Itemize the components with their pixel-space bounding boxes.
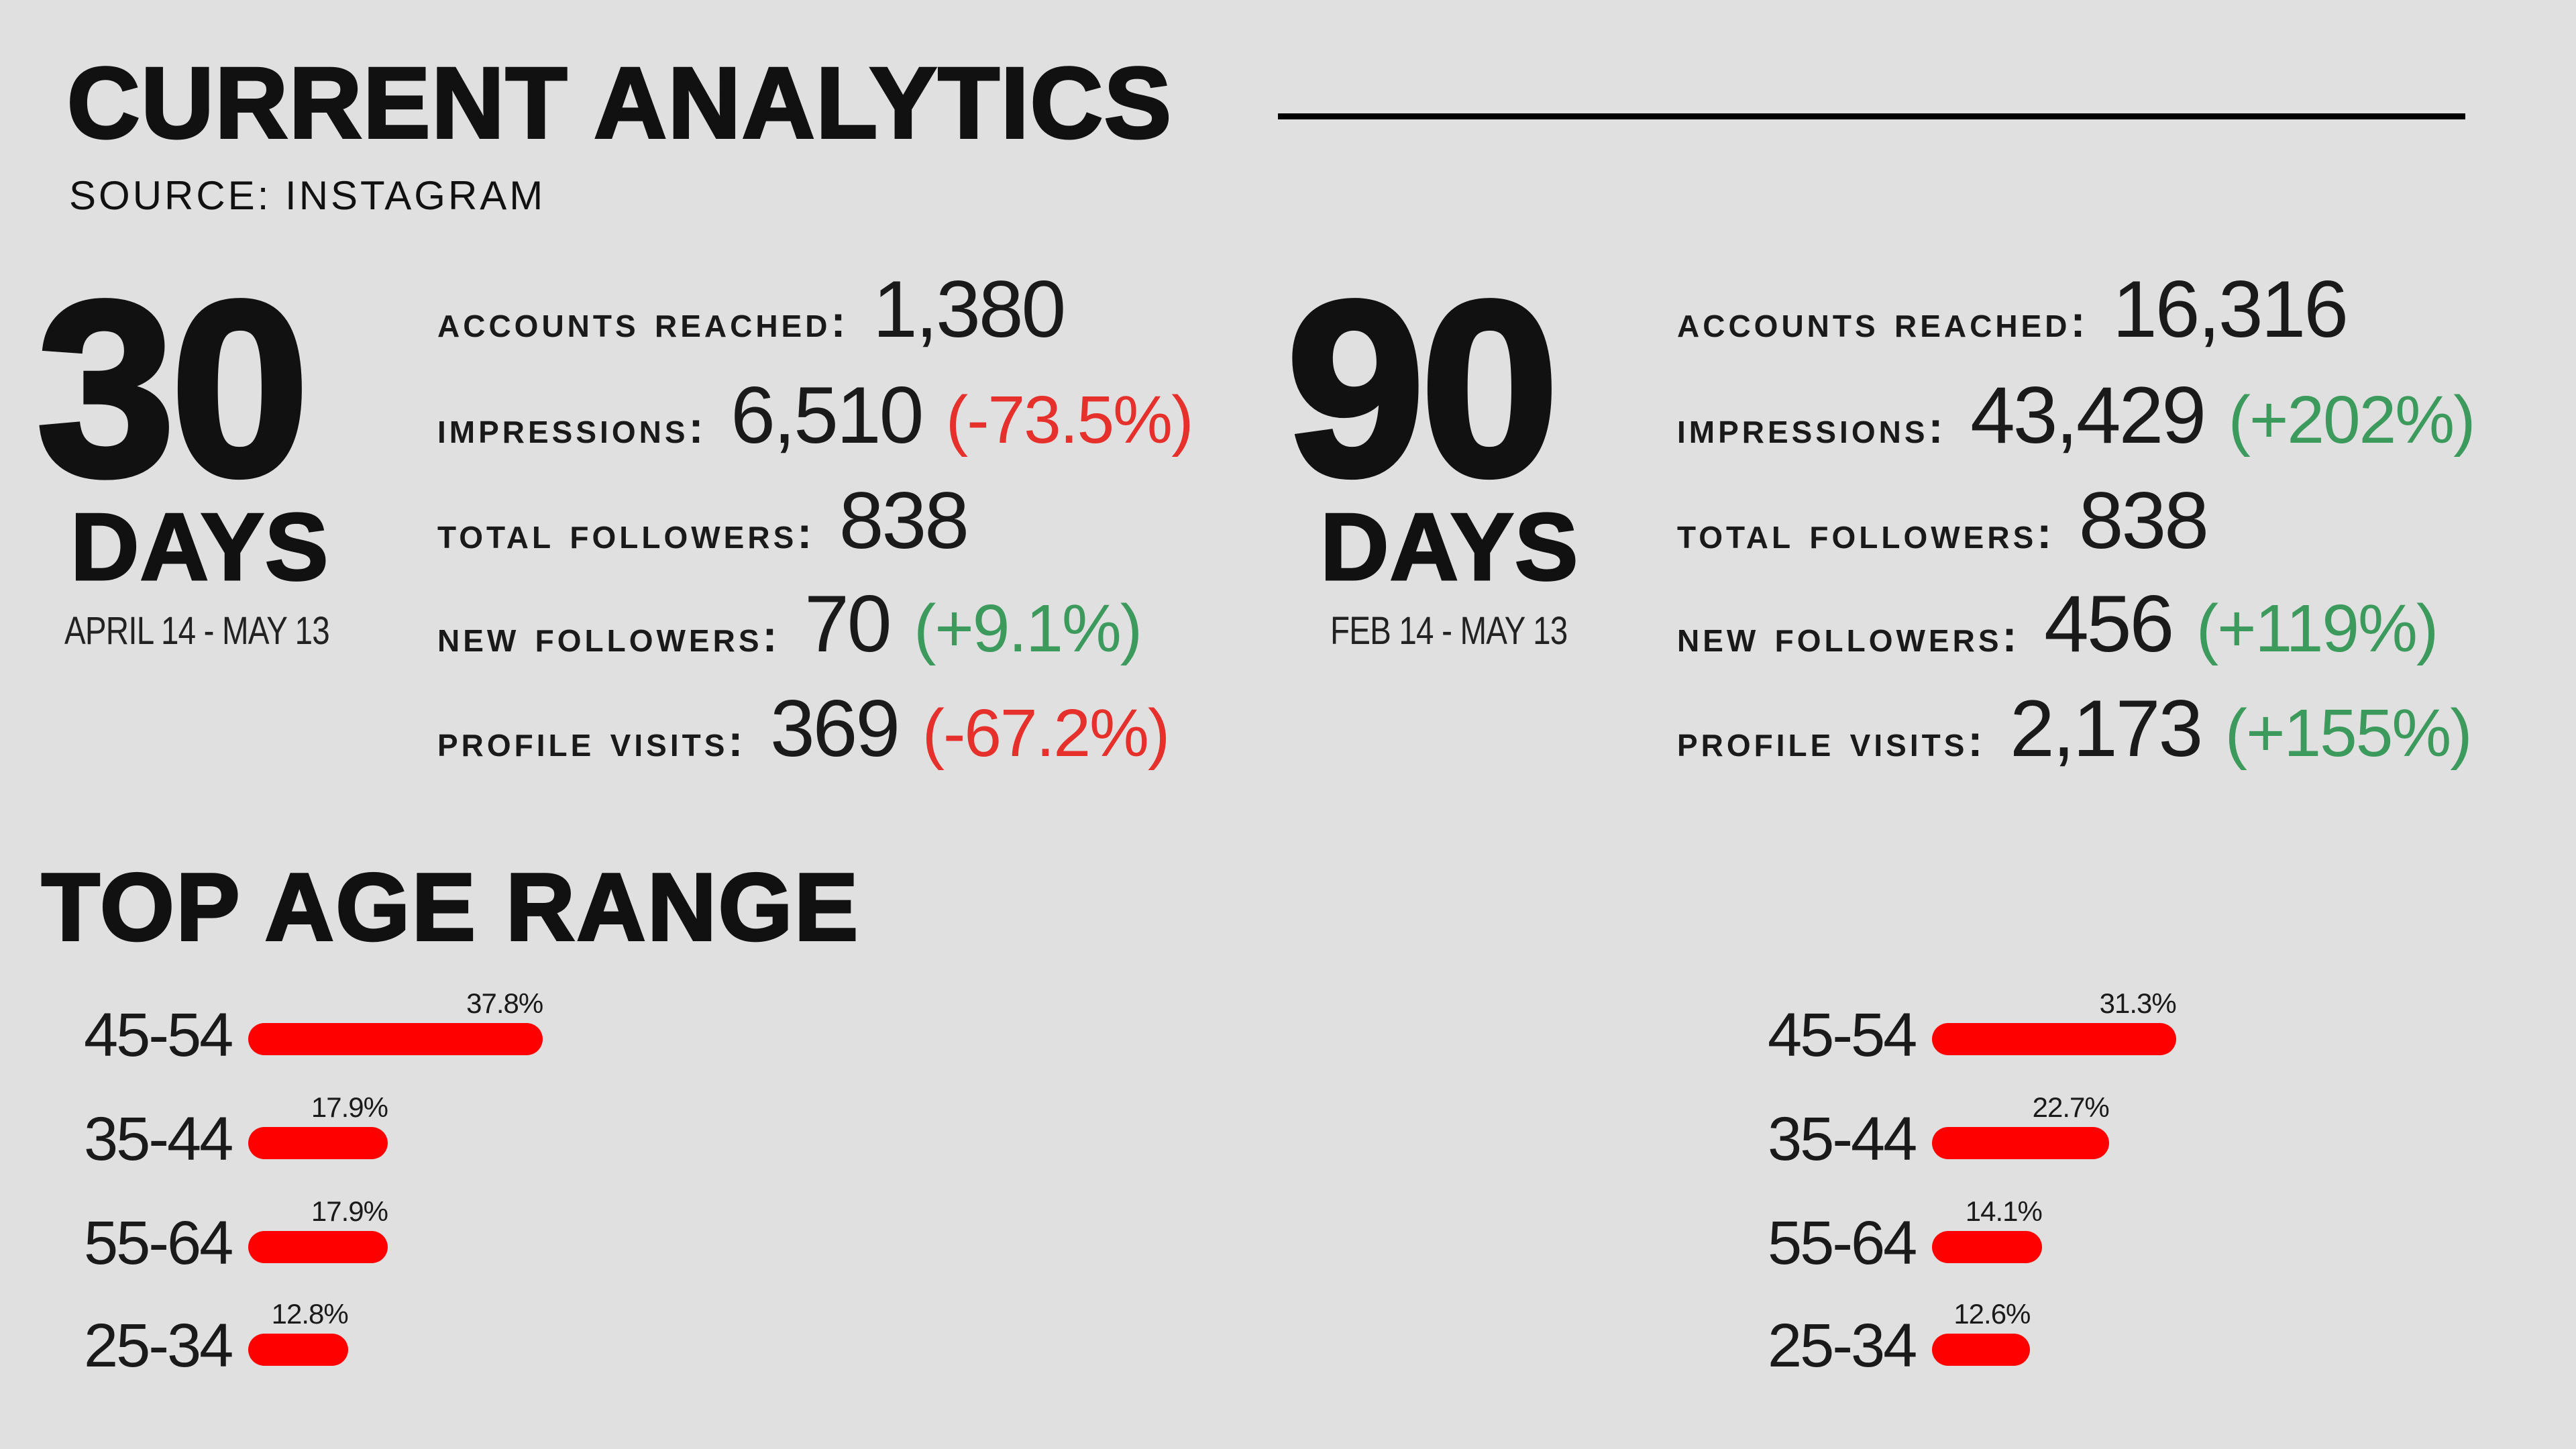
age-bar-value-label: 22.7% [2032,1091,2110,1123]
age-bar [1932,1023,2176,1055]
age-category-label: 25-34 [1768,1311,1917,1380]
age-category-label: 35-44 [1768,1105,1917,1173]
stat-label: Profile visits: [437,716,747,765]
age-bar [248,1231,388,1263]
age-bar-value-label: 31.3% [2099,987,2177,1019]
stat-impressions: Impressions: 6,510 (-73.5%) [437,370,1193,460]
stat-value: 43,429 [1970,370,2206,460]
stat-accounts-reached: Accounts reached: 1,380 [437,264,1066,354]
stat-label: Total followers: [1677,508,2055,557]
stat-label: Accounts reached: [1677,297,2089,346]
stat-profile-visits: Profile visits: 2,173 (+155%) [1677,684,2473,773]
age-bar [1932,1334,2031,1366]
stat-value: 2,173 [2009,684,2203,773]
stat-label: Profile visits: [1677,716,1986,765]
title-divider [1278,113,2465,119]
age-bar [248,1023,543,1055]
stat-label: Total followers: [437,508,816,557]
stat-new-followers: New followers: 70 (+9.1%) [437,580,1142,666]
stat-change: (+119%) [2196,591,2438,666]
stat-accounts-reached: Accounts reached: 16,316 [1677,264,2349,354]
stat-change: (+155%) [2224,696,2473,771]
age-bar-value-label: 12.8% [271,1298,349,1330]
age-bar [248,1127,388,1159]
age-category-label: 45-54 [84,1001,233,1069]
stat-value: 838 [839,476,969,566]
age-category-label: 55-64 [1768,1209,1917,1277]
age-category-label: 55-64 [84,1209,233,1277]
page-title: CURRENT ANALYTICS [66,46,1173,159]
age-category-label: 45-54 [1768,1001,1917,1069]
stat-value: 6,510 [731,370,924,460]
period-30-range: APRIL 14 - MAY 13 [64,609,330,653]
age-bar-value-label: 14.1% [1965,1195,2043,1227]
age-bar [1932,1231,2042,1263]
stat-value: 456 [2044,579,2174,669]
period-30-unit: DAYS [70,494,329,600]
stat-impressions: Impressions: 43,429 (+202%) [1677,370,2476,460]
stat-new-followers: New followers: 456 (+119%) [1677,580,2438,666]
stat-profile-visits: Profile visits: 369 (-67.2%) [437,684,1170,773]
age-bar-value-label: 12.6% [1953,1298,2031,1330]
stat-value: 1,380 [873,264,1066,354]
stat-change: (+202%) [2228,382,2476,458]
stat-label: Accounts reached: [437,297,849,346]
age-category-label: 35-44 [84,1105,233,1173]
age-bar-value-label: 17.9% [311,1091,388,1123]
period-90-unit: DAYS [1320,494,1579,600]
stat-change: (-67.2%) [922,696,1170,771]
stat-label: New followers: [1677,611,2021,661]
age-bar-value-label: 17.9% [311,1195,388,1227]
stat-label: Impressions: [437,402,707,452]
stat-change: (-73.5%) [945,382,1193,458]
stat-value: 16,316 [2112,264,2349,354]
age-range-heading: TOP AGE RANGE [40,854,860,961]
stat-change: (+9.1%) [914,591,1142,666]
age-bar-value-label: 37.8% [466,987,543,1019]
age-category-label: 25-34 [84,1311,233,1380]
period-90-number: 90 [1284,250,1562,527]
age-bar [248,1334,348,1366]
stat-value: 838 [2078,476,2209,566]
age-bar [1932,1127,2109,1159]
stat-value: 70 [804,579,892,669]
period-90-range: FEB 14 - MAY 13 [1330,609,1568,653]
source-label: SOURCE: INSTAGRAM [69,173,546,218]
stat-total-followers: Total followers: 838 [437,476,969,562]
stat-label: New followers: [437,611,781,661]
stat-label: Impressions: [1677,402,1947,452]
stat-value: 369 [769,684,900,773]
stat-total-followers: Total followers: 838 [1677,476,2209,562]
period-30-number: 30 [34,250,313,527]
